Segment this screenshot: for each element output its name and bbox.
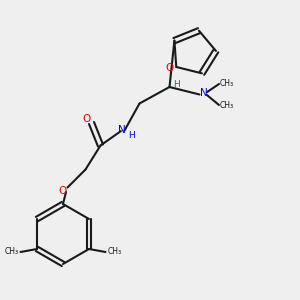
Text: CH₃: CH₃ [219,100,234,109]
Text: CH₃: CH₃ [107,248,122,256]
Text: O: O [166,64,174,74]
Text: O: O [58,185,66,196]
Text: CH₃: CH₃ [4,248,19,256]
Text: H: H [128,131,134,140]
Text: N: N [118,125,125,135]
Text: H: H [174,80,180,89]
Text: N: N [200,88,208,98]
Text: O: O [82,114,90,124]
Text: CH₃: CH₃ [219,80,234,88]
